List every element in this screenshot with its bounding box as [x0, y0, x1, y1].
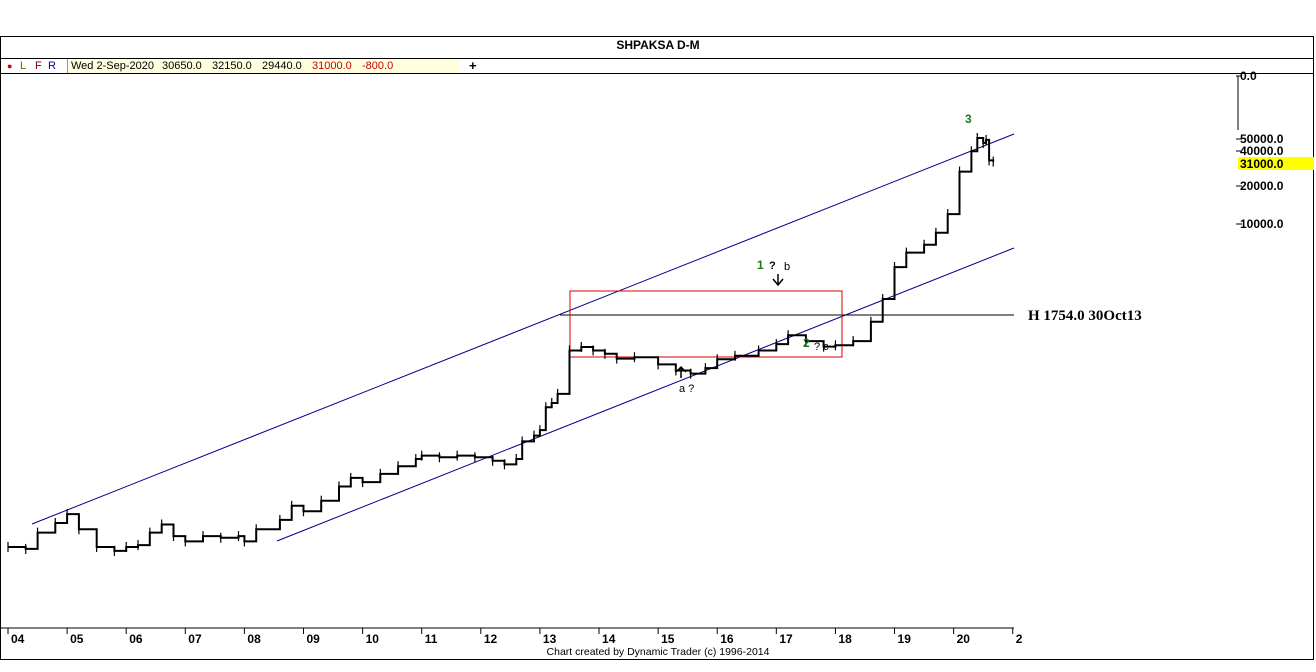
x-tick-label: 05: [70, 632, 84, 646]
x-axis: 04 05 06 07 08 09 10 11 12 13 14 15 16 17 18 19 20 2: [1, 627, 1023, 646]
price-readout: Wed 2-Sep-2020 30650.0 32150.0 29440.0 3…: [67, 59, 460, 73]
arrow-down-icon: [772, 274, 784, 287]
x-tick-label: 20: [957, 632, 971, 646]
x-tick-label: 18: [838, 632, 852, 646]
arrow-up-icon: [675, 365, 687, 378]
price-series: [7, 133, 995, 556]
x-tick-label: 08: [247, 632, 261, 646]
x-tick-label: 2: [1016, 632, 1023, 646]
chart-title: SHPAKSA D-M: [616, 38, 700, 52]
y-tick-label: 40000.0: [1240, 144, 1284, 158]
wave-annotation: H 1754.0 30Oct13: [1028, 308, 1142, 324]
readout-high: 32150.0: [212, 60, 252, 72]
price-line: [8, 137, 995, 552]
y-tick-label: 20000.0: [1240, 179, 1284, 193]
last-price-marker: [1238, 157, 1314, 170]
readout-change: -800.0: [362, 60, 394, 72]
annotations: 3 1? b 2 ? c a ? H 1754.0 30Oct13: [675, 112, 1142, 395]
x-tick-label: 16: [720, 632, 734, 646]
readout-close: 31000.0: [312, 60, 352, 72]
add-icon[interactable]: +: [469, 58, 477, 73]
readout-open: 30650.0: [162, 60, 202, 72]
last-price-label: 31000.0: [1240, 157, 1284, 171]
wave-annotation: 1: [757, 258, 764, 272]
x-tick-label: 10: [366, 632, 380, 646]
wave-annotation: a ?: [679, 383, 694, 395]
r-button[interactable]: R: [48, 60, 56, 72]
readout-low: 29440.0: [262, 60, 302, 72]
info-bar: ● L F R Wed 2-Sep-2020 30650.0 32150.0 2…: [1, 58, 1313, 74]
x-tick-label: 07: [188, 632, 202, 646]
x-tick-label: 12: [484, 632, 498, 646]
footer-credit: Chart created by Dynamic Trader (c) 1996…: [546, 646, 770, 658]
l-button[interactable]: L: [20, 60, 27, 72]
x-tick-label: 04: [11, 632, 25, 646]
wave-annotation: b: [784, 261, 790, 273]
x-tick-label: 14: [602, 632, 616, 646]
f-button[interactable]: F: [35, 60, 42, 72]
wave-annotation: 2: [803, 336, 810, 350]
wave-annotation: ?: [769, 260, 776, 272]
x-tick-label: 19: [898, 632, 912, 646]
y-tick-label: 50000.0: [1240, 132, 1284, 146]
lower-channel-line: [276, 247, 1015, 542]
x-tick-label: 06: [129, 632, 143, 646]
x-tick-label: 09: [307, 632, 321, 646]
chart-frame: [0, 36, 1314, 660]
wave-annotation: 3: [965, 112, 972, 126]
channel-lines: [31, 133, 1015, 542]
upper-channel-line: [31, 133, 1015, 525]
record-dot-icon[interactable]: ●: [7, 61, 13, 71]
x-tick-label: 13: [543, 632, 557, 646]
readout-date: Wed 2-Sep-2020: [71, 60, 154, 72]
x-tick-label: 17: [779, 632, 793, 646]
y-tick-label: 10000.0: [1240, 217, 1284, 231]
x-tick-label: 11: [425, 632, 438, 646]
consolidation-box: [569, 290, 843, 358]
y-tick-label: 0.0: [1240, 69, 1257, 83]
x-tick-label: 15: [661, 632, 675, 646]
wave-annotation: ? c: [814, 341, 829, 353]
